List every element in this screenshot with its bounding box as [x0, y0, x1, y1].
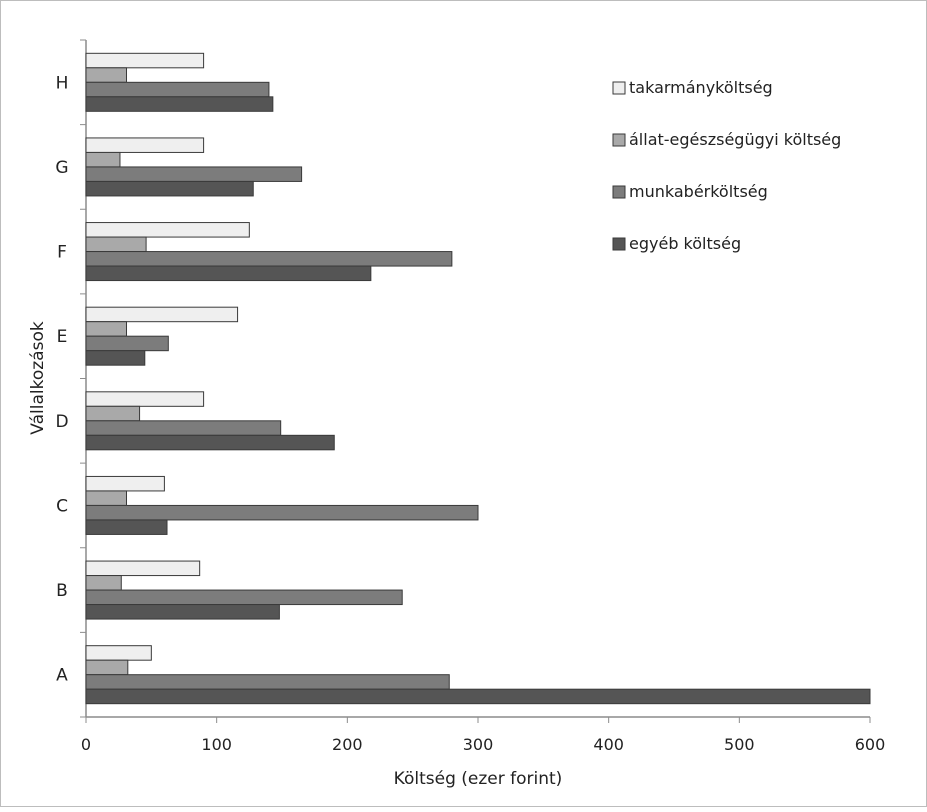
bar-B-series-1 [85, 560, 201, 577]
bar-C-series-4 [85, 519, 168, 535]
category-label-G: G [55, 158, 68, 178]
x-tick-label-400: 400 [593, 735, 624, 754]
category-label-D: D [55, 412, 68, 432]
bar-E-series-2 [85, 321, 128, 337]
category-label-A: A [56, 666, 68, 686]
x-axis-title: Költség (ezer forint) [394, 769, 563, 789]
y-axis-title: Vállalkozások [28, 321, 48, 435]
bar-D-series-4 [85, 434, 335, 451]
bar-A-series-2 [85, 659, 129, 676]
bar-A-series-1 [85, 645, 152, 661]
legend-label-2: állat-egészségügyi költség [629, 130, 841, 149]
category-label-E: E [57, 327, 68, 347]
bar-E-series-4 [85, 350, 146, 366]
bar-A-series-4 [85, 688, 871, 705]
bar-B-series-2 [85, 575, 122, 591]
bar-C-series-2 [85, 490, 128, 506]
legend-swatch-3 [612, 185, 626, 199]
bar-B-series-4 [85, 604, 280, 620]
legend-label-3: munkabérköltség [629, 182, 768, 201]
bar-H-series-4 [85, 96, 274, 112]
bar-D-series-1 [85, 391, 205, 407]
bar-F-series-3 [85, 251, 453, 267]
x-tick-label-500: 500 [724, 735, 755, 754]
bar-E-series-1 [85, 306, 239, 323]
legend: takarmányköltség állat-egészségügyi költs… [612, 78, 841, 253]
legend-label-4: egyéb költség [629, 234, 741, 253]
bar-D-series-3 [85, 420, 282, 436]
bar-H-series-3 [85, 81, 270, 98]
bar-A-series-3 [85, 674, 450, 690]
legend-swatch-2 [612, 133, 626, 147]
category-label-C: C [56, 496, 68, 516]
legend-label-1: takarmányköltség [629, 78, 773, 97]
bar-G-series-3 [85, 166, 303, 182]
bar-G-series-4 [85, 180, 254, 197]
category-label-B: B [56, 581, 68, 601]
bar-B-series-3 [85, 589, 403, 606]
x-tick-label-200: 200 [332, 735, 363, 754]
bar-G-series-2 [85, 151, 121, 168]
ticks-layer: A B C D E F G H 0 100 200 300 400 500 600 [55, 39, 886, 754]
x-tick-label-100: 100 [201, 735, 232, 754]
bar-C-series-1 [85, 475, 165, 492]
bar-F-series-4 [85, 265, 372, 282]
bar-C-series-3 [85, 504, 479, 521]
x-tick-label-600: 600 [855, 735, 886, 754]
bar-G-series-1 [85, 137, 205, 153]
bar-E-series-3 [85, 335, 169, 352]
bar-H-series-1 [85, 52, 205, 69]
x-tick-label-0: 0 [81, 735, 91, 754]
category-label-F: F [57, 243, 67, 263]
x-tick-label-300: 300 [463, 735, 494, 754]
bar-H-series-2 [85, 67, 128, 83]
legend-swatch-1 [612, 81, 626, 95]
bar-F-series-2 [85, 236, 147, 253]
legend-swatch-4 [612, 237, 626, 251]
bar-D-series-2 [85, 405, 141, 422]
category-label-H: H [56, 73, 69, 93]
bars-layer [85, 52, 871, 705]
bar-F-series-1 [85, 222, 250, 238]
